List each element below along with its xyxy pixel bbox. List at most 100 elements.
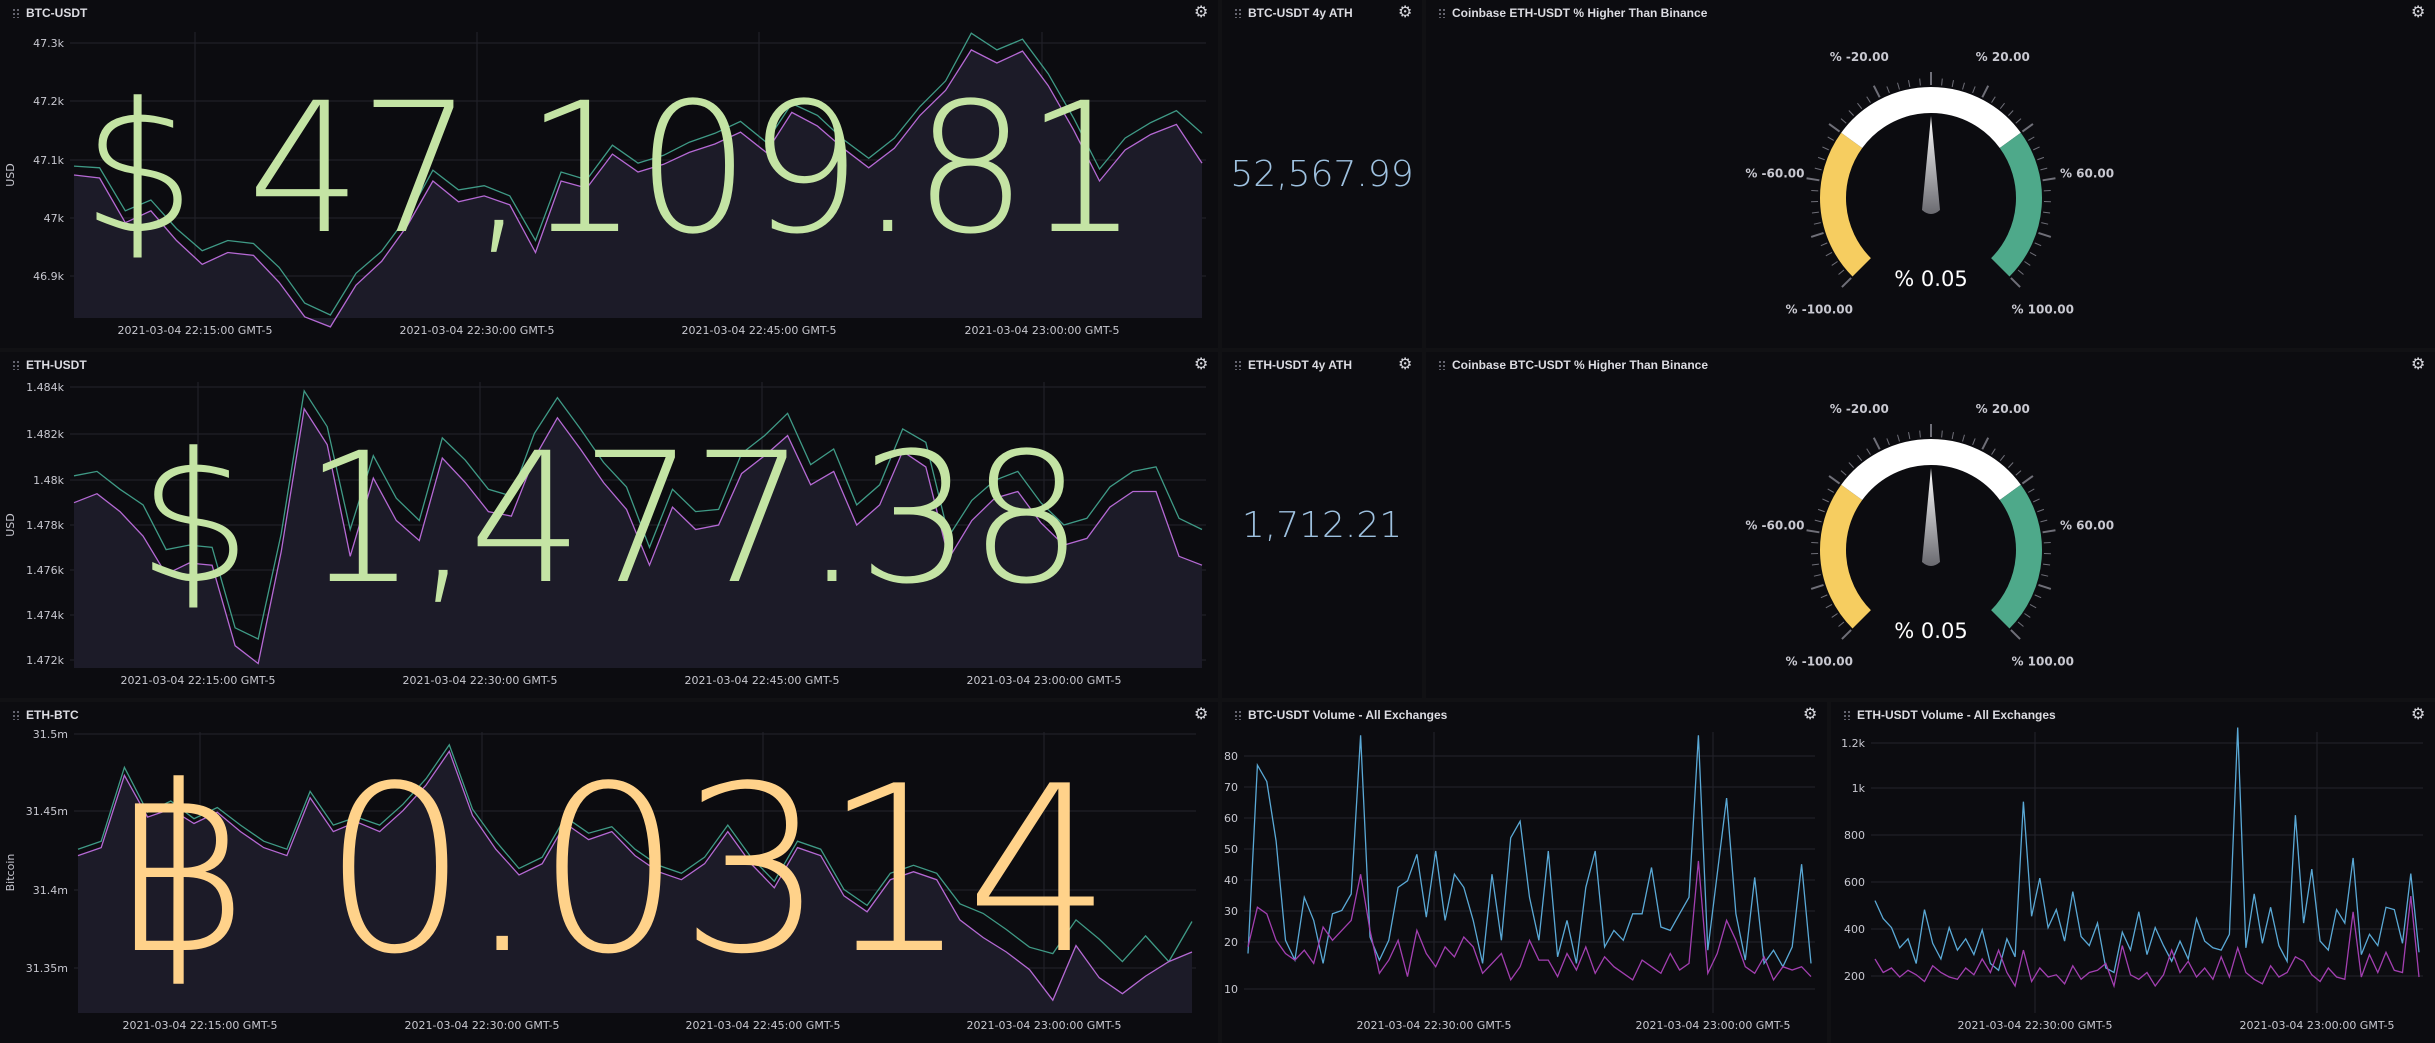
gauge-tick [1872,437,1881,450]
y-tick-label: 70 [1224,781,1238,794]
gauge-tick [1820,594,1828,599]
y-tick-label: 50 [1224,843,1238,856]
gauge-tick [2007,462,2014,468]
y-tick-label: 1.482k [26,428,64,441]
drag-handle-icon[interactable] [12,360,20,370]
y-tick-label: 1.474k [26,609,64,622]
x-tick-label: 2021-03-04 22:30:00 GMT-5 [1356,1019,1511,1032]
x-tick-label: 2021-03-04 23:00:00 GMT-5 [966,674,1121,687]
gear-icon[interactable]: ⚙ [1803,704,1818,723]
series-area [74,49,1202,327]
x-tick-label: 2021-03-04 22:30:00 GMT-5 [404,1019,559,1032]
btc-volume-chart[interactable]: 80 70 60 50 40 30 20 10 2021-03-04 22:30:00 GMT-… [1222,702,1827,1043]
gear-icon[interactable]: ⚙ [1194,354,1209,373]
gauge-arc-mid [1841,439,2021,501]
gauge-tick [1848,462,1855,468]
gauge-tick [1897,82,1900,90]
drag-handle-icon[interactable] [12,710,20,720]
gear-icon[interactable]: ⚙ [2411,704,2426,723]
panel-title: ETH-USDT [26,358,87,372]
gauge-label: % 60.00 [2060,518,2114,532]
gauge-tick [1828,123,1841,133]
panel-header[interactable]: BTC-USDT Volume - All Exchanges [1234,708,1447,722]
gauge-tick [1831,261,1838,266]
gauge-tick [2042,177,2056,182]
series-line-1 [73,389,1203,640]
x-tick-label: 2021-03-04 22:30:00 GMT-5 [1957,1019,2112,1032]
eth-btc-chart[interactable]: 31.5m 31.45m 31.4m 31.35m 2021-03-04 22:15:0… [0,702,1218,1043]
gauge-tick [2041,574,2049,577]
gear-icon[interactable]: ⚙ [2411,354,2426,373]
gauge-tick [1814,519,1822,523]
panel-header[interactable]: ETH-USDT Volume - All Exchanges [1843,708,2056,722]
eth-volume-chart[interactable]: 1.2k 1k 800 600 400 200 2021-03-04 22:30:00 GM… [1831,702,2435,1043]
gauge-tick [2029,604,2037,609]
gauge-tick [2021,475,2034,485]
y-tick-label: 80 [1224,750,1238,763]
drag-handle-icon[interactable] [12,8,20,18]
drag-handle-icon[interactable] [1843,710,1851,720]
gauge-tick [1972,438,1976,446]
x-tick-label: 2021-03-04 22:45:00 GMT-5 [681,324,836,337]
drag-handle-icon[interactable] [1234,360,1242,370]
y-tick-label: 31.5m [33,728,68,741]
gauge-arc-low [1820,132,1872,277]
gauge-tick [1981,437,1990,450]
series-line-1 [1247,735,1812,969]
panel-header[interactable]: ETH-USDT 4y ATH [1234,358,1352,372]
y-tick-label: 31.45m [26,805,68,818]
gauge-needle [1922,468,1940,566]
gauge-tick [1857,454,1863,462]
x-tick-label: 2021-03-04 22:15:00 GMT-5 [117,324,272,337]
gauge-value: % 0.05 [1894,267,1967,291]
drag-handle-icon[interactable] [1438,360,1446,370]
drag-handle-icon[interactable] [1438,8,1446,18]
panel-header[interactable]: Coinbase ETH-USDT % Higher Than Binance [1438,6,1707,20]
y-tick-label: 47.3k [33,37,64,50]
gear-icon[interactable]: ⚙ [1194,704,1209,723]
gauge-tick [1831,613,1838,618]
gauge-tick [2010,277,2021,288]
eth-usdt-chart[interactable]: 1.484k 1.482k 1.48k 1.478k 1.476k 1.474k 1.472… [0,352,1218,698]
y-axis-label: USD [4,163,17,187]
btc-ath-value: 52,567.99 [1230,153,1414,195]
y-tick-label: 10 [1224,983,1238,996]
x-tick-label: 2021-03-04 22:15:00 GMT-5 [120,674,275,687]
gear-icon[interactable]: ⚙ [1194,2,1209,21]
gauge-needle [1922,116,1940,214]
eth-ath-value: 1,712.21 [1241,504,1403,546]
panel-title: BTC-USDT Volume - All Exchanges [1248,708,1448,722]
x-tick-label: 2021-03-04 23:00:00 GMT-5 [966,1019,1121,1032]
gauge-tick [2043,211,2051,214]
gauge-tick [1838,621,1845,627]
gauge-tick [1813,222,1821,225]
x-tick-label: 2021-03-04 22:15:00 GMT-5 [122,1019,277,1032]
y-tick-label: 1.48k [33,474,64,487]
series-line-2 [77,749,1193,1002]
gauge-tick [1866,96,1871,103]
y-tick-label: 1.484k [26,381,64,394]
panel-title: ETH-USDT 4y ATH [1248,358,1353,372]
gauge-tick [2033,146,2040,151]
eth-usdt-panel: ETH-USDT ⚙ 1.484k 1.482k 1.48k 1.478k 1.476k… [0,352,1218,698]
y-tick-label: 47k [44,212,65,225]
gauge-tick [1825,252,1833,257]
panel-header[interactable]: BTC-USDT [12,6,87,20]
panel-header[interactable]: BTC-USDT 4y ATH [1234,6,1353,20]
gear-icon[interactable]: ⚙ [2411,2,2426,21]
gear-icon[interactable]: ⚙ [1398,2,1413,21]
drag-handle-icon[interactable] [1234,710,1242,720]
gauge-tick [1999,102,2005,110]
gauge-tick [1840,118,1847,124]
btc-usdt-chart[interactable]: 47.3k 47.2k 47.1k 47k 46.9k 2021-03-04 22:15:… [0,0,1218,348]
gauge-label: % -100.00 [1786,303,1854,317]
gear-icon[interactable]: ⚙ [1398,354,1413,373]
panel-header[interactable]: Coinbase BTC-USDT % Higher Than Binance [1438,358,1708,372]
gauge-tick [1838,269,1845,275]
panel-header[interactable]: ETH-USDT [12,358,87,372]
y-tick-label: 47.2k [33,95,64,108]
y-tick-label: 600 [1844,876,1865,889]
drag-handle-icon[interactable] [1234,8,1242,18]
gauge-tick [2017,269,2024,275]
panel-header[interactable]: ETH-BTC [12,708,79,722]
